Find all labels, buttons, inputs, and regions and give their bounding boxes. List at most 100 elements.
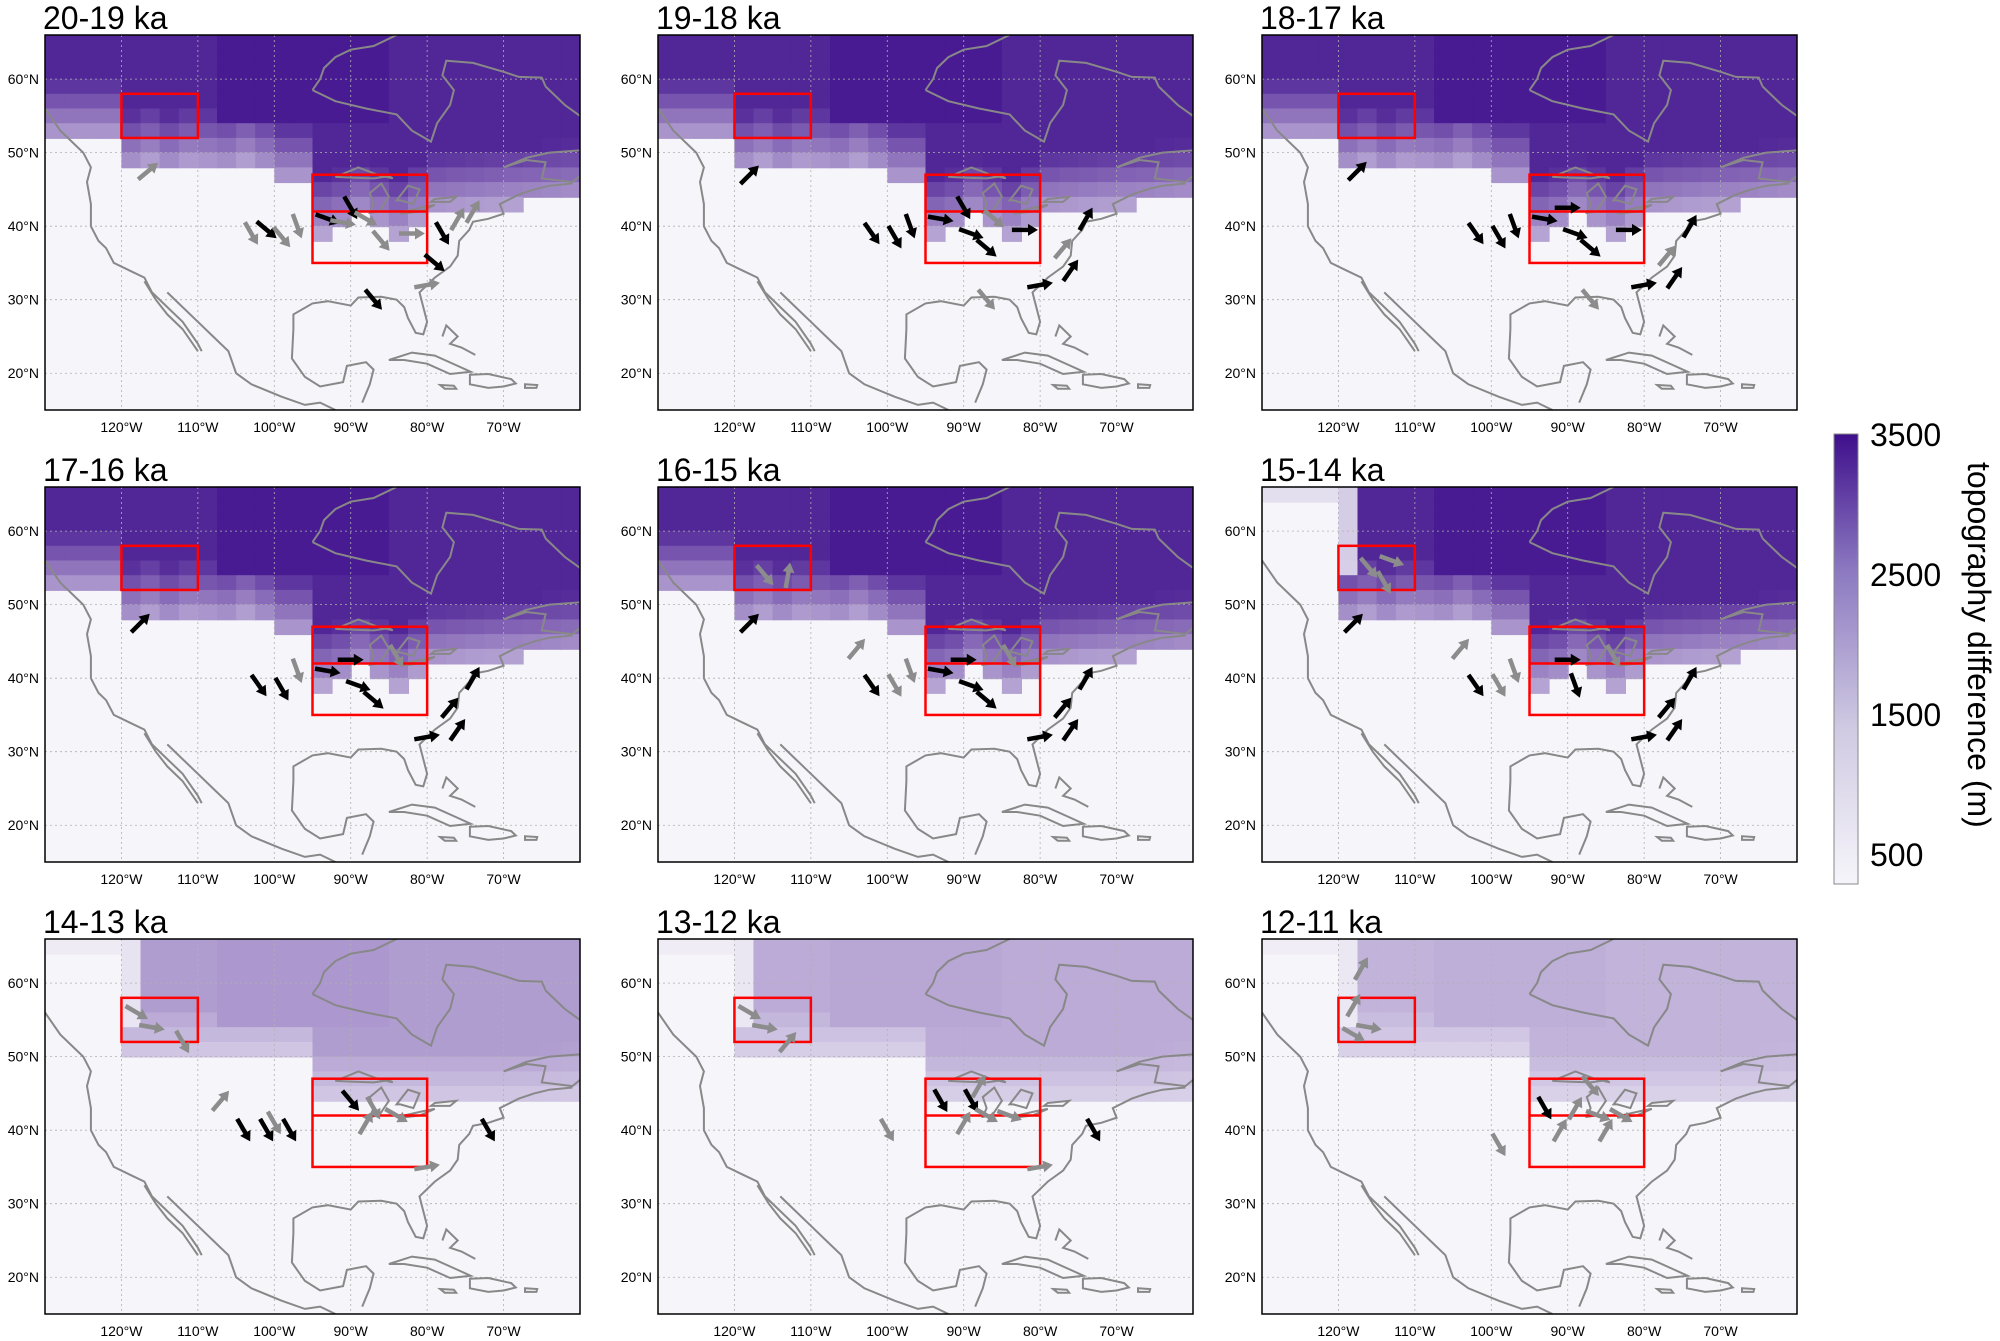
lat-tick-label: 20°N xyxy=(621,365,652,381)
flow-arrow xyxy=(754,563,774,586)
ice-sheet-shading xyxy=(45,487,580,694)
map-frame xyxy=(1261,34,1798,411)
flow-arrow xyxy=(290,657,304,683)
lon-tick-label: 120°W xyxy=(713,1323,756,1339)
flow-arrow xyxy=(1562,226,1588,241)
lat-tick-label: 30°N xyxy=(8,744,39,760)
lon-tick-label: 90°W xyxy=(334,419,369,435)
flow-arrow xyxy=(258,1117,274,1142)
lat-tick-label: 40°N xyxy=(1225,670,1256,686)
lon-tick-label: 110°W xyxy=(790,419,832,435)
lat-tick-label: 20°N xyxy=(1225,365,1256,381)
map-frame xyxy=(44,486,581,863)
flow-arrow xyxy=(975,238,997,257)
flow-arrow xyxy=(1085,1117,1101,1142)
lat-tick-label: 30°N xyxy=(621,1196,652,1212)
map-area xyxy=(658,939,1193,1314)
map-area xyxy=(45,939,580,1314)
flow-arrow xyxy=(1490,1132,1506,1157)
southeast-region-box xyxy=(311,625,429,717)
map-panel: 18-17 ka 60°N 50°N 40°N 30°N 20°N 120°W 110°W 10… xyxy=(1225,0,1798,435)
lat-tick-label: 50°N xyxy=(1225,145,1256,161)
ice-sheet-shading xyxy=(658,939,1193,1102)
flow-arrow xyxy=(862,673,880,697)
flow-arrow xyxy=(862,221,880,245)
lat-tick-label: 30°N xyxy=(1225,292,1256,308)
flow-arrow xyxy=(398,227,425,240)
flow-arrow xyxy=(955,195,971,220)
coastlines xyxy=(1262,35,1797,410)
flow-arrow xyxy=(273,676,289,701)
lon-tick-label: 70°W xyxy=(1099,871,1134,887)
lon-tick-label: 100°W xyxy=(866,871,909,887)
lat-tick-label: 60°N xyxy=(1225,71,1256,87)
lat-tick-label: 60°N xyxy=(8,523,39,539)
flow-arrow xyxy=(886,224,902,249)
flow-arrow xyxy=(1450,638,1470,661)
lon-tick-label: 110°W xyxy=(790,1323,832,1339)
flow-arrow xyxy=(958,226,984,241)
west-region-box xyxy=(1337,996,1417,1044)
flow-arrow xyxy=(342,195,358,220)
flow-arrow xyxy=(1554,201,1581,214)
graticule xyxy=(45,35,580,410)
flow-arrow xyxy=(235,1117,251,1142)
flow-arrow xyxy=(1378,553,1405,568)
flow-arrow xyxy=(1341,1026,1365,1042)
lon-tick-label: 90°W xyxy=(947,871,982,887)
flow-arrow xyxy=(464,666,480,691)
lon-tick-label: 110°W xyxy=(177,419,219,435)
lat-tick-label: 30°N xyxy=(1225,744,1256,760)
lat-tick-label: 60°N xyxy=(8,975,39,991)
southeast-region-box xyxy=(1528,625,1646,717)
flow-arrow xyxy=(1536,1095,1552,1120)
lon-tick-label: 100°W xyxy=(866,419,909,435)
coastlines xyxy=(1262,487,1797,862)
flow-arrow xyxy=(886,673,902,697)
flow-arrow xyxy=(976,288,995,310)
flow-arrow xyxy=(464,200,480,224)
panel-title: 14-13 ka xyxy=(43,904,168,940)
flow-arrow xyxy=(1579,238,1601,257)
flow-arrow xyxy=(996,1108,1022,1123)
panel-title: 19-18 ka xyxy=(656,0,781,36)
flow-arrow xyxy=(950,653,977,666)
flow-arrow xyxy=(1605,643,1621,668)
lat-tick-label: 50°N xyxy=(621,597,652,613)
flow-arrows xyxy=(1341,957,1633,1157)
lon-tick-label: 100°W xyxy=(253,1323,296,1339)
lon-tick-label: 90°W xyxy=(1551,871,1586,887)
coastlines xyxy=(45,487,580,862)
lon-tick-label: 110°W xyxy=(790,871,832,887)
flow-arrows xyxy=(136,162,480,310)
flow-arrows xyxy=(737,1004,1101,1173)
flow-arrow xyxy=(1466,221,1484,245)
flow-arrow xyxy=(371,229,390,251)
flow-arrow xyxy=(1466,673,1484,697)
lon-tick-label: 70°W xyxy=(1703,419,1738,435)
graticule xyxy=(1262,35,1797,410)
west-region-box xyxy=(733,996,813,1044)
ice-sheet-shading xyxy=(658,35,1193,242)
map-area xyxy=(658,487,1193,862)
flow-arrow xyxy=(1665,267,1683,290)
flow-arrow xyxy=(210,1090,230,1113)
graticule xyxy=(45,487,580,862)
flow-arrow xyxy=(846,638,866,661)
flow-arrow xyxy=(1551,1118,1567,1143)
lat-tick-label: 50°N xyxy=(8,1049,39,1065)
southeast-region-box xyxy=(1528,173,1646,265)
lon-tick-label: 80°W xyxy=(410,871,445,887)
flow-arrow xyxy=(1608,1107,1633,1123)
lat-tick-label: 40°N xyxy=(8,218,39,234)
flow-arrow xyxy=(1345,993,1361,1018)
flow-arrow xyxy=(927,213,954,226)
graticule xyxy=(1262,487,1797,862)
lat-tick-label: 30°N xyxy=(8,292,39,308)
flow-arrow xyxy=(782,562,795,589)
flow-arrow xyxy=(314,665,341,678)
flow-arrow xyxy=(362,690,384,709)
panel-title: 16-15 ka xyxy=(656,452,781,488)
flow-arrow xyxy=(737,1004,761,1020)
lon-tick-label: 70°W xyxy=(1703,1323,1738,1339)
